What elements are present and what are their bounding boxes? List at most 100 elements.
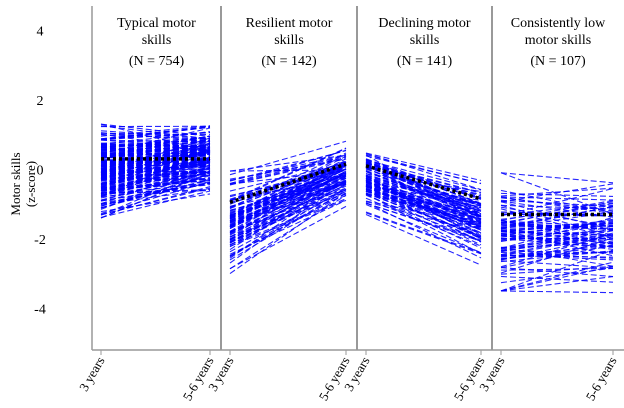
trajectory-line <box>500 232 614 268</box>
y-tick-label: 2 <box>37 94 44 109</box>
trajectory-line <box>500 224 614 230</box>
trajectory-line <box>365 202 482 259</box>
trajectory-line <box>100 138 211 149</box>
trajectory-line <box>229 190 347 244</box>
trajectory-line <box>500 250 614 259</box>
trajectory-line <box>365 212 482 255</box>
trajectory-line <box>365 204 482 254</box>
trajectory-line <box>500 232 614 256</box>
trajectory-line <box>365 190 482 213</box>
trajectory-line <box>100 193 211 213</box>
trajectory-line <box>365 185 482 218</box>
trajectory-line <box>100 182 211 204</box>
panel-1: Typical motor skills (N = 754) <box>100 6 222 350</box>
y-tick-label: ‐2 <box>34 233 46 248</box>
trajectory-line <box>500 275 614 283</box>
trajectory-line <box>229 205 347 270</box>
trajectory-line <box>229 161 347 210</box>
trajectory-line <box>100 131 211 141</box>
trajectory-line <box>500 225 614 250</box>
trajectory-line <box>100 166 211 192</box>
trajectory-line <box>365 164 482 222</box>
trajectory-line <box>500 187 614 197</box>
trajectory-line <box>229 169 347 172</box>
trajectory-line <box>229 182 347 241</box>
trajectory-line <box>500 251 614 259</box>
trajectory-line <box>365 193 482 255</box>
trajectory-line <box>500 246 614 267</box>
trajectory-line <box>500 199 614 222</box>
trajectory-line <box>500 206 614 229</box>
trajectory-line <box>229 187 347 257</box>
trajectory-line <box>500 192 614 197</box>
trajectory-line <box>365 200 482 226</box>
trajectory-line <box>100 170 211 201</box>
panel-4: Consistently low motor skills (N = 107) <box>500 16 614 294</box>
trajectory-line <box>100 146 211 166</box>
x-tick-label: 3 years <box>76 354 108 394</box>
trajectory-line <box>500 275 614 292</box>
trajectory-line <box>229 160 347 208</box>
trajectory-line <box>365 170 482 211</box>
trajectory-line <box>365 177 482 231</box>
trajectory-line <box>100 187 211 215</box>
trajectory-line <box>365 190 482 225</box>
trajectory-line <box>365 154 482 220</box>
trajectory-line <box>365 186 482 215</box>
trajectory-line <box>229 173 347 224</box>
trajectory-line <box>500 290 614 294</box>
trajectory-line <box>100 162 211 165</box>
panel-n-label: (N = 141) <box>397 54 453 69</box>
trajectory-line <box>500 223 614 230</box>
trajectory-line <box>100 161 211 177</box>
trajectory-line <box>500 187 614 217</box>
trajectory-line <box>365 184 482 234</box>
trajectory-line <box>365 162 482 200</box>
panel-n-label: (N = 142) <box>261 54 317 69</box>
trajectory-line <box>500 261 614 292</box>
trajectory-line <box>365 173 482 193</box>
trajectory-line <box>229 176 347 241</box>
trajectory-line <box>229 140 347 176</box>
trajectory-line <box>500 172 614 184</box>
trajectory-line <box>229 161 347 217</box>
trajectory-line <box>229 174 347 251</box>
trajectory-line <box>500 260 614 269</box>
trajectory-line <box>365 162 482 194</box>
trajectory-line <box>100 130 211 139</box>
trajectory-line <box>229 165 347 232</box>
panel-2: Resilient motor skills (N = 142) <box>229 6 358 350</box>
trajectory-line <box>100 153 211 157</box>
x-tick-label: 5-6 years <box>583 354 620 403</box>
trajectory-line <box>229 147 347 201</box>
trajectory-line <box>500 204 614 237</box>
trajectory-line <box>229 155 347 185</box>
trajectory-line <box>365 180 482 223</box>
trajectory-line <box>500 196 614 215</box>
trajectory-line <box>500 223 614 229</box>
trajectory-line <box>229 171 347 220</box>
trajectory-line <box>229 190 347 261</box>
trajectory-line <box>100 167 211 210</box>
trajectory-line <box>229 199 347 255</box>
trajectory-line <box>365 190 482 238</box>
panel-title: Consistently low motor skills <box>511 16 606 48</box>
trajectory-line <box>500 222 614 236</box>
trajectory-line <box>100 170 211 180</box>
panel-title: Typical motor skills <box>117 16 196 48</box>
trajectory-line <box>100 150 211 174</box>
trajectory-line <box>229 194 347 270</box>
trajectory-line <box>500 231 614 236</box>
panel-n-label: (N = 754) <box>129 54 185 69</box>
trajectory-line <box>365 154 482 185</box>
trajectory-line <box>500 229 614 257</box>
individual-trajectories <box>365 152 482 266</box>
panel-n-label: (N = 107) <box>530 54 586 69</box>
trajectory-line <box>229 165 347 218</box>
trajectory-line <box>229 155 347 217</box>
trajectory-line <box>365 190 482 246</box>
trajectory-line <box>229 168 347 212</box>
individual-trajectories <box>100 123 211 219</box>
trajectory-line <box>365 211 482 254</box>
